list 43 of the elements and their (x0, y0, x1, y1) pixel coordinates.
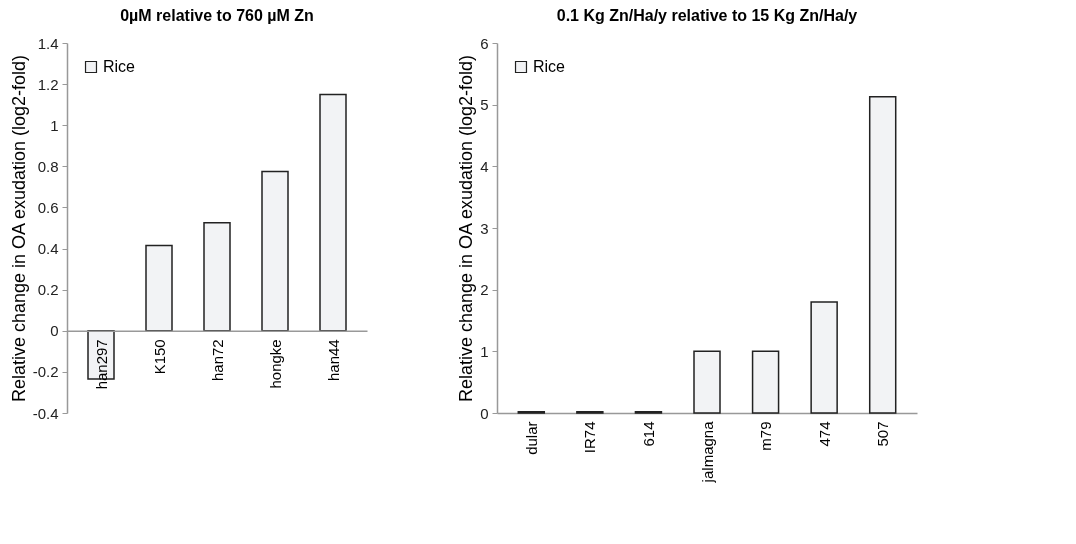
y-tick-label: 1 (50, 116, 59, 134)
y-tick-label: 0 (480, 404, 489, 422)
bar (751, 350, 780, 414)
y-tick-label: 5 (480, 96, 489, 114)
x-tick-label: hongke (266, 339, 284, 389)
x-tick-label: K150 (150, 339, 168, 375)
bar (810, 301, 838, 414)
x-tick-label: dular (522, 421, 540, 455)
bar (203, 222, 231, 332)
bar (261, 170, 289, 332)
x-tick-label: IR74 (581, 421, 599, 454)
x-tick-label: han297 (92, 339, 110, 390)
y-tick-label: 0.4 (37, 240, 59, 258)
x-tick-label: 474 (815, 421, 833, 447)
y-tick-label: 4 (480, 157, 489, 175)
legend-label: Rice (103, 58, 136, 75)
bar (319, 93, 347, 332)
y-tick-label: -0.2 (32, 363, 59, 381)
y-axis-title: Relative change in OA exudation (log2-fold) (456, 54, 477, 403)
x-tick-label: jalmagna (698, 420, 716, 484)
y-tick-label: 0.6 (37, 198, 59, 216)
chart-title: 0.1 Kg Zn/Ha/y relative to 15 Kg Zn/Ha/y (556, 7, 858, 24)
bar (693, 350, 721, 414)
y-tick-label: -0.4 (32, 404, 59, 422)
y-tick-label: 0 (50, 322, 59, 340)
y-tick-label: 2 (480, 281, 489, 299)
y-axis-title: Relative change in OA exudation (log2-fold) (8, 54, 29, 403)
legend-label: Rice (533, 58, 566, 75)
x-tick-label: m79 (757, 421, 775, 451)
y-tick-label: 3 (480, 219, 489, 237)
y-tick-label: 0.8 (37, 157, 59, 175)
bar (145, 244, 173, 332)
bar (868, 95, 897, 414)
y-tick-label: 1 (480, 342, 489, 360)
y-tick-label: 6 (480, 34, 489, 52)
x-tick-label: 507 (874, 421, 892, 447)
y-tick-label: 0.2 (37, 281, 59, 299)
y-tick-label: 1.2 (37, 75, 59, 93)
chart-title: 0µM relative to 760 µM Zn (120, 7, 314, 24)
x-tick-label: han72 (208, 339, 226, 381)
x-tick-label: han44 (324, 339, 342, 381)
x-tick-label: 614 (639, 421, 657, 447)
y-tick-label: 1.4 (37, 34, 59, 52)
